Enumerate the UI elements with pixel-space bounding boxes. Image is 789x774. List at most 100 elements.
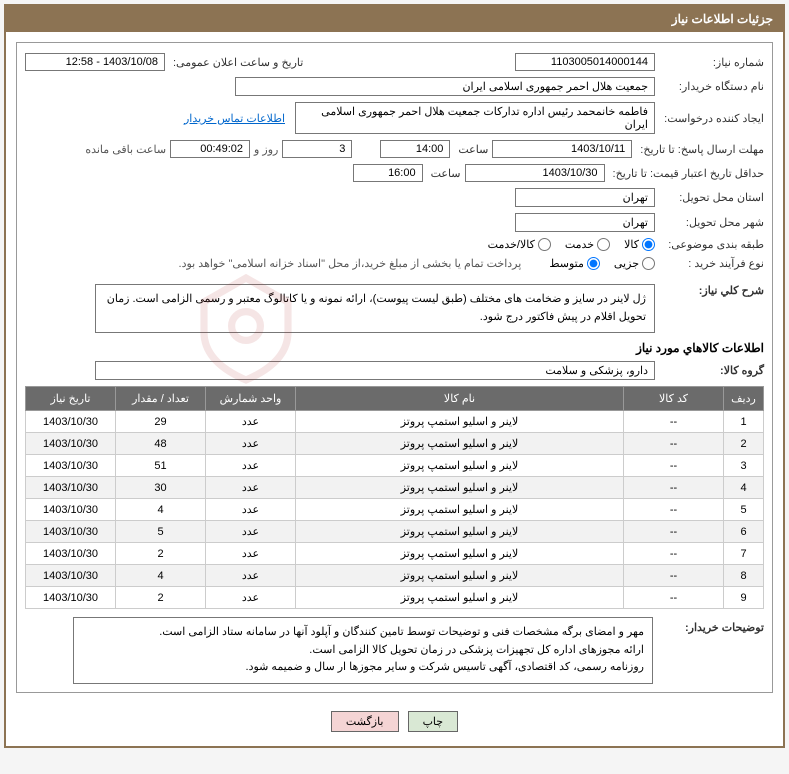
province-field: تهران <box>515 188 655 207</box>
category-radio-group: کالا خدمت کالا/خدمت <box>488 238 655 251</box>
validity-date-field: 1403/10/30 <box>465 164 605 182</box>
countdown-field: 00:49:02 <box>170 140 250 158</box>
table-cell: 6 <box>724 521 764 543</box>
table-cell: 3 <box>724 455 764 477</box>
table-cell: 1403/10/30 <box>26 543 116 565</box>
table-cell: 1403/10/30 <box>26 455 116 477</box>
table-cell: -- <box>624 565 724 587</box>
buyer-contact-link[interactable]: اطلاعات تماس خریدار <box>184 112 285 125</box>
panel-title: جزئیات اطلاعات نیاز <box>6 6 783 32</box>
desc-label: شرح کلي نياز: <box>659 284 764 297</box>
table-row: 3--لاینر و اسلیو استمپ پروتزعدد511403/10… <box>26 455 764 477</box>
process-radio-group: جزیی متوسط <box>549 257 655 270</box>
table-cell: 2 <box>116 587 206 609</box>
table-row: 7--لاینر و اسلیو استمپ پروتزعدد21403/10/… <box>26 543 764 565</box>
table-cell: 30 <box>116 477 206 499</box>
need-no-field: 1103005014000144 <box>515 53 655 71</box>
treasury-note: پرداخت تمام یا بخشی از مبلغ خرید،از محل … <box>179 257 522 270</box>
buyer-notes-text: مهر و امضای برگه مشخصات فنی و توضیحات تو… <box>73 617 653 684</box>
table-cell: -- <box>624 521 724 543</box>
table-header: تعداد / مقدار <box>116 387 206 411</box>
items-table: ردیفکد کالانام کالاواحد شمارشتعداد / مقد… <box>25 386 764 609</box>
table-cell: عدد <box>206 565 296 587</box>
announce-label: تاریخ و ساعت اعلان عمومی: <box>169 56 303 69</box>
radio-goods[interactable]: کالا <box>624 238 655 251</box>
table-cell: عدد <box>206 477 296 499</box>
deadline-time-field: 14:00 <box>380 140 450 158</box>
table-cell: 4 <box>116 565 206 587</box>
table-cell: عدد <box>206 433 296 455</box>
requester-label: ایجاد کننده درخواست: <box>659 112 764 125</box>
table-row: 2--لاینر و اسلیو استمپ پروتزعدد481403/10… <box>26 433 764 455</box>
table-cell: -- <box>624 433 724 455</box>
table-cell: 4 <box>724 477 764 499</box>
radio-small-input[interactable] <box>642 257 655 270</box>
time-label-2: ساعت <box>427 167 461 180</box>
need-details-panel: جزئیات اطلاعات نیاز شماره نیاز: 11030050… <box>4 4 785 748</box>
table-cell: 9 <box>724 587 764 609</box>
table-cell: 8 <box>724 565 764 587</box>
table-cell: 1403/10/30 <box>26 587 116 609</box>
table-cell: لاینر و اسلیو استمپ پروتز <box>296 499 624 521</box>
table-cell: 1403/10/30 <box>26 433 116 455</box>
table-row: 1--لاینر و اسلیو استمپ پروتزعدد291403/10… <box>26 411 764 433</box>
radio-service-input[interactable] <box>597 238 610 251</box>
buyer-org-field: جمعیت هلال احمر جمهوری اسلامی ایران <box>235 77 655 96</box>
table-header: ردیف <box>724 387 764 411</box>
table-cell: عدد <box>206 543 296 565</box>
radio-medium[interactable]: متوسط <box>549 257 600 270</box>
table-cell: لاینر و اسلیو استمپ پروتز <box>296 587 624 609</box>
table-cell: -- <box>624 455 724 477</box>
radio-service[interactable]: خدمت <box>565 238 610 251</box>
announce-field: 1403/10/08 - 12:58 <box>25 53 165 71</box>
table-cell: لاینر و اسلیو استمپ پروتز <box>296 565 624 587</box>
table-cell: لاینر و اسلیو استمپ پروتز <box>296 433 624 455</box>
table-cell: 2 <box>116 543 206 565</box>
table-cell: -- <box>624 499 724 521</box>
footer-buttons: چاپ بازگشت <box>16 701 773 736</box>
validity-label: حداقل تاریخ اعتبار قیمت: تا تاریخ: <box>609 167 764 180</box>
back-button[interactable]: بازگشت <box>331 711 399 732</box>
process-label: نوع فرآیند خرید : <box>659 257 764 270</box>
radio-medium-input[interactable] <box>587 257 600 270</box>
desc-text: ژل لاینر در سایز و ضخامت های مختلف (طبق … <box>95 284 655 333</box>
deadline-date-field: 1403/10/11 <box>492 140 632 158</box>
group-label: گروه کالا: <box>659 364 764 377</box>
table-cell: عدد <box>206 587 296 609</box>
buyer-notes-label: توضیحات خریدار: <box>659 617 764 634</box>
table-row: 8--لاینر و اسلیو استمپ پروتزعدد41403/10/… <box>26 565 764 587</box>
remaining-label: ساعت باقی مانده <box>85 143 166 156</box>
table-row: 4--لاینر و اسلیو استمپ پروتزعدد301403/10… <box>26 477 764 499</box>
city-label: شهر محل تحویل: <box>659 216 764 229</box>
radio-both[interactable]: کالا/خدمت <box>488 238 551 251</box>
table-cell: 2 <box>724 433 764 455</box>
print-button[interactable]: چاپ <box>408 711 459 732</box>
table-header: کد کالا <box>624 387 724 411</box>
table-header: نام کالا <box>296 387 624 411</box>
deadline-label: مهلت ارسال پاسخ: تا تاریخ: <box>636 143 764 156</box>
city-field: تهران <box>515 213 655 232</box>
table-cell: 1403/10/30 <box>26 477 116 499</box>
table-cell: 7 <box>724 543 764 565</box>
items-section-title: اطلاعات کالاهاي مورد نياز <box>25 341 764 355</box>
table-cell: -- <box>624 477 724 499</box>
table-cell: -- <box>624 411 724 433</box>
days-remaining-field: 3 <box>282 140 352 158</box>
table-row: 6--لاینر و اسلیو استمپ پروتزعدد51403/10/… <box>26 521 764 543</box>
table-row: 5--لاینر و اسلیو استمپ پروتزعدد41403/10/… <box>26 499 764 521</box>
radio-both-input[interactable] <box>538 238 551 251</box>
table-cell: لاینر و اسلیو استمپ پروتز <box>296 455 624 477</box>
requester-field: فاطمه خانمحمد رئیس اداره تدارکات جمعیت ه… <box>295 102 655 134</box>
radio-goods-input[interactable] <box>642 238 655 251</box>
table-cell: 5 <box>724 499 764 521</box>
validity-time-field: 16:00 <box>353 164 423 182</box>
table-cell: 51 <box>116 455 206 477</box>
table-cell: -- <box>624 587 724 609</box>
table-cell: -- <box>624 543 724 565</box>
table-cell: 1403/10/30 <box>26 565 116 587</box>
time-label-1: ساعت <box>454 143 488 156</box>
radio-small[interactable]: جزیی <box>614 257 655 270</box>
main-fieldset: شماره نیاز: 1103005014000144 تاریخ و ساع… <box>16 42 773 693</box>
table-cell: 48 <box>116 433 206 455</box>
buyer-org-label: نام دستگاه خریدار: <box>659 80 764 93</box>
